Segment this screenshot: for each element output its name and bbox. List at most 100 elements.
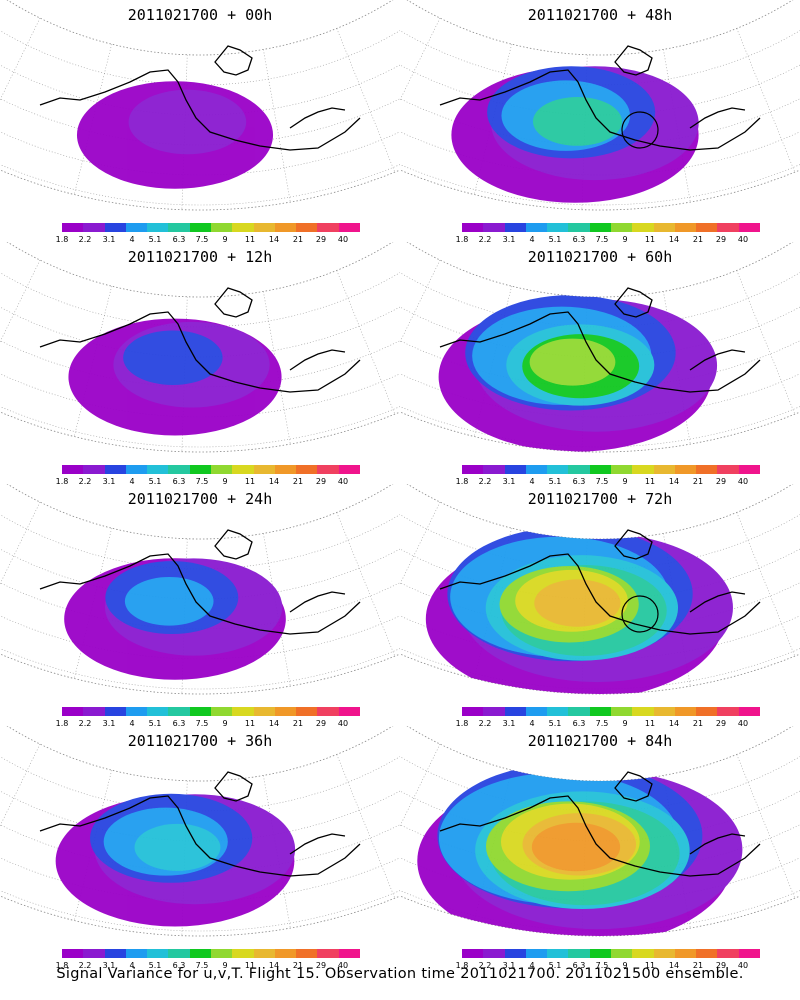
- variance-field: [425, 526, 733, 695]
- colorbar-swatch: [125, 949, 148, 958]
- panel-title: 2011021700 + 36h: [127, 732, 273, 750]
- colorbar-swatch: [296, 707, 318, 716]
- forecast-panel: 2011021700 + 24h 1.8 2.2 3.1 4 5.1 6.3 7.5 9 11 14…: [0, 484, 400, 728]
- colorbar-tick-label: 9: [222, 477, 228, 486]
- colorbar-tick-label: 6.3: [572, 961, 586, 970]
- colorbar-tick-label: 21: [692, 477, 704, 486]
- map-plot: [400, 484, 800, 695]
- coastline: [439, 287, 761, 393]
- colorbar-swatch: [525, 707, 548, 716]
- variance-field: [438, 295, 718, 452]
- colorbar-tick-label: 14: [268, 961, 280, 970]
- colorbar: [62, 707, 360, 716]
- colorbar-tick-label: 2.2: [478, 719, 492, 728]
- colorbar-swatch: [653, 949, 675, 958]
- colorbar-swatch: [104, 465, 126, 474]
- colorbar: [62, 223, 360, 232]
- colorbar-tick-label: 6.3: [572, 477, 586, 486]
- variance-contour: [128, 89, 247, 155]
- colorbar-swatch: [462, 949, 484, 958]
- colorbar-tick-label: 29: [715, 477, 727, 486]
- colorbar-swatch: [696, 465, 718, 474]
- colorbar-swatch: [483, 223, 505, 232]
- colorbar-tick-label: 3.1: [502, 961, 516, 970]
- colorbar-tick-label: 14: [668, 477, 680, 486]
- colorbar-tick-label: 2.2: [478, 477, 492, 486]
- colorbar-swatch: [253, 465, 275, 474]
- colorbar-swatch: [317, 949, 339, 958]
- colorbar-swatch: [125, 465, 148, 474]
- colorbar-tick-label: 11: [244, 235, 256, 244]
- colorbar-swatch: [189, 707, 211, 716]
- colorbar-tick-label: 21: [292, 961, 304, 970]
- colorbar-swatch: [125, 223, 148, 232]
- map-plot: [400, 242, 800, 453]
- variance-contour: [532, 97, 622, 146]
- colorbar-tick-label: 29: [315, 235, 327, 244]
- colorbar-swatch: [462, 223, 484, 232]
- colorbar-tick-label: 1.8: [455, 235, 469, 244]
- colorbar-tick-label: 14: [268, 719, 280, 728]
- colorbar-tick-label: 14: [268, 477, 280, 486]
- colorbar-tick-label: 11: [244, 477, 256, 486]
- colorbar-tick-label: 7.5: [595, 235, 609, 244]
- forecast-panel: 2011021700 + 36h 1.8 2.2 3.1 4 5.1 6.3 7.5 9 11 14…: [0, 726, 400, 970]
- colorbar-tick-label: 6.3: [172, 961, 186, 970]
- colorbar-swatch: [253, 223, 275, 232]
- figure-caption: Signal Variance for u,v,T. Flight 15. Ob…: [56, 966, 744, 982]
- colorbar-swatch: [317, 223, 339, 232]
- colorbar-swatch: [338, 223, 360, 232]
- colorbar-tick-label: 6.3: [172, 235, 186, 244]
- colorbar-tick-label: 3.1: [102, 477, 116, 486]
- colorbar-swatch: [483, 949, 505, 958]
- colorbar-tick-label: 5.1: [148, 961, 162, 970]
- colorbar-tick-label: 9: [622, 961, 628, 970]
- colorbar-tick-label: 5.1: [548, 719, 562, 728]
- colorbar-swatch: [632, 707, 654, 716]
- variance-field: [76, 81, 274, 189]
- colorbar: [462, 707, 760, 716]
- colorbar-tick-label: 7.5: [595, 477, 609, 486]
- colorbar-swatch: [717, 949, 739, 958]
- colorbar-tick-label: 40: [337, 961, 349, 970]
- colorbar-tick-label: 4: [529, 961, 535, 970]
- colorbar-tick-label: 14: [668, 719, 680, 728]
- colorbar-swatch: [738, 465, 760, 474]
- colorbar-swatch: [274, 707, 297, 716]
- colorbar-tick-label: 7.5: [595, 719, 609, 728]
- colorbar-tick-label: 7.5: [595, 961, 609, 970]
- colorbar-tick-label: 11: [644, 477, 656, 486]
- colorbar-swatch: [525, 223, 548, 232]
- colorbar-tick-label: 9: [622, 477, 628, 486]
- colorbar-tick-label: 5.1: [148, 477, 162, 486]
- colorbar-swatch: [547, 223, 569, 232]
- colorbar-tick-label: 7.5: [195, 961, 209, 970]
- colorbar-tick-label: 11: [644, 235, 656, 244]
- colorbar-tick-label: 1.8: [55, 719, 69, 728]
- colorbar-swatch: [147, 949, 169, 958]
- colorbar-swatch: [62, 707, 84, 716]
- colorbar-tick-label: 1.8: [55, 961, 69, 970]
- colorbar-tick-label: 2.2: [478, 961, 492, 970]
- observation-circle: [621, 595, 659, 633]
- colorbar-tick-label: 21: [292, 235, 304, 244]
- colorbar-swatch: [296, 465, 318, 474]
- colorbar-swatch: [83, 465, 105, 474]
- colorbar-tick-label: 3.1: [102, 961, 116, 970]
- colorbar-swatch: [525, 949, 548, 958]
- colorbar-swatch: [504, 465, 526, 474]
- panel-title: 2011021700 + 60h: [527, 248, 673, 266]
- colorbar-tick-label: 29: [715, 961, 727, 970]
- colorbar: [462, 949, 760, 958]
- colorbar-swatch: [589, 465, 611, 474]
- colorbar-swatch: [62, 949, 84, 958]
- colorbar-swatch: [696, 223, 718, 232]
- variance-field: [417, 763, 743, 937]
- colorbar-swatch: [83, 949, 105, 958]
- colorbar-swatch: [738, 707, 760, 716]
- variance-contour: [134, 823, 221, 871]
- colorbar-tick-label: 4: [529, 235, 535, 244]
- colorbar-tick-label: 11: [644, 719, 656, 728]
- colorbar-tick-label: 2.2: [78, 477, 92, 486]
- colorbar-tick-label: 29: [315, 477, 327, 486]
